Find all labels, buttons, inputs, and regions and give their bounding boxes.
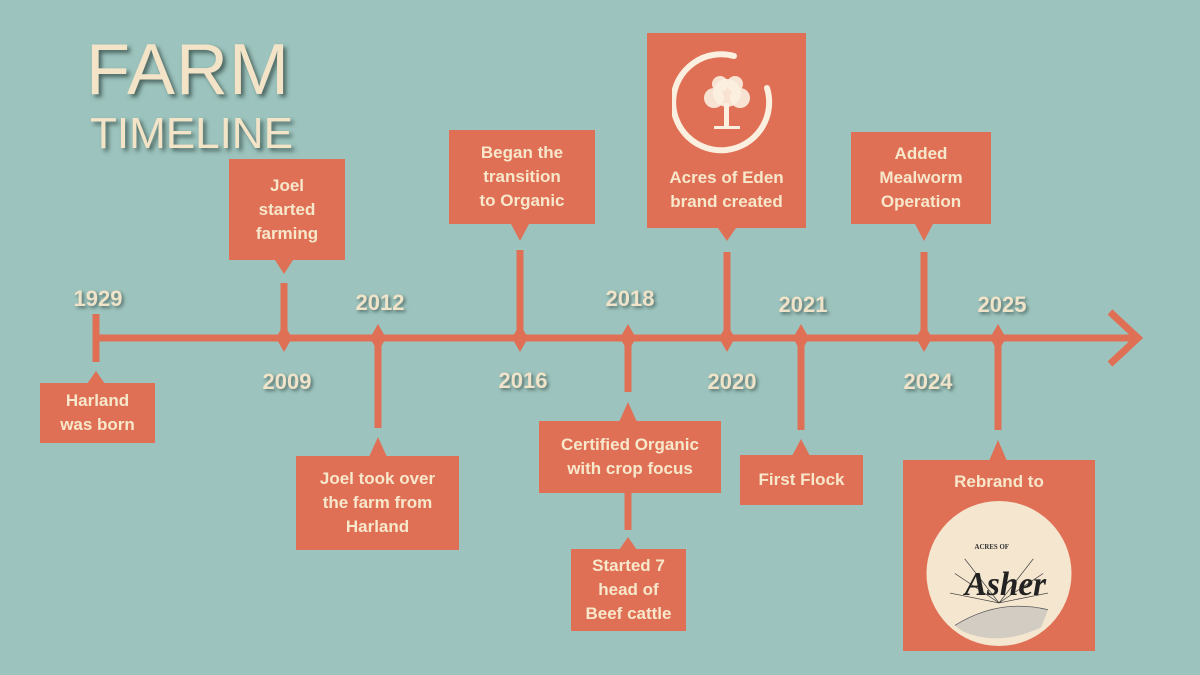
event-box-2016: Began the transition to Organic	[449, 130, 595, 224]
year-2012: 2012	[355, 290, 405, 315]
year-2021: 2021	[778, 292, 828, 317]
event-text: Added Mealworm Operation	[879, 144, 963, 211]
event-box-2012: Joel took over the farm from Harland	[296, 456, 459, 550]
event-text: Rebrand to	[954, 472, 1044, 491]
year-2016: 2016	[498, 368, 548, 393]
year-2018: 2018	[605, 286, 655, 311]
event-text: Joel took over the farm from Harland	[319, 469, 436, 536]
acres-of-asher-seal: ACRES OF Asher	[926, 500, 1072, 647]
seal-small-text: ACRES OF	[975, 544, 1010, 551]
event-text: Started 7 head of Beef cattle	[585, 556, 672, 623]
event-box-2018-cattle: Started 7 head of Beef cattle	[571, 549, 686, 631]
event-text: Began the transition to Organic	[479, 143, 565, 210]
event-text: First Flock	[758, 470, 845, 489]
title-farm: FARM	[86, 30, 291, 110]
seal-script: Asher	[963, 566, 1047, 603]
event-text: Joel started farming	[255, 175, 319, 243]
year-2009: 2009	[262, 369, 312, 394]
year-2024: 2024	[903, 369, 953, 394]
year-2025: 2025	[977, 292, 1027, 317]
event-text: Acres of Eden brand created	[669, 168, 784, 211]
title-timeline: TIMELINE	[90, 109, 293, 158]
event-box-2018-organic: Certified Organic with crop focus	[539, 421, 721, 493]
year-1929: 1929	[73, 286, 123, 311]
event-box-1929: Harland was born	[40, 383, 155, 443]
year-2020: 2020	[707, 369, 757, 394]
event-box-2025: Rebrand to ACRES OF Asher	[903, 460, 1095, 651]
event-box-2021: First Flock	[740, 455, 863, 505]
event-box-2024: Added Mealworm Operation	[851, 132, 991, 224]
event-box-2009: Joel started farming	[229, 159, 345, 260]
tree-in-circle-icon	[671, 51, 772, 154]
event-box-2020: Acres of Eden brand created	[647, 33, 806, 228]
event-text: Harland was born	[60, 391, 135, 434]
event-text: Certified Organic with crop focus	[561, 435, 699, 478]
